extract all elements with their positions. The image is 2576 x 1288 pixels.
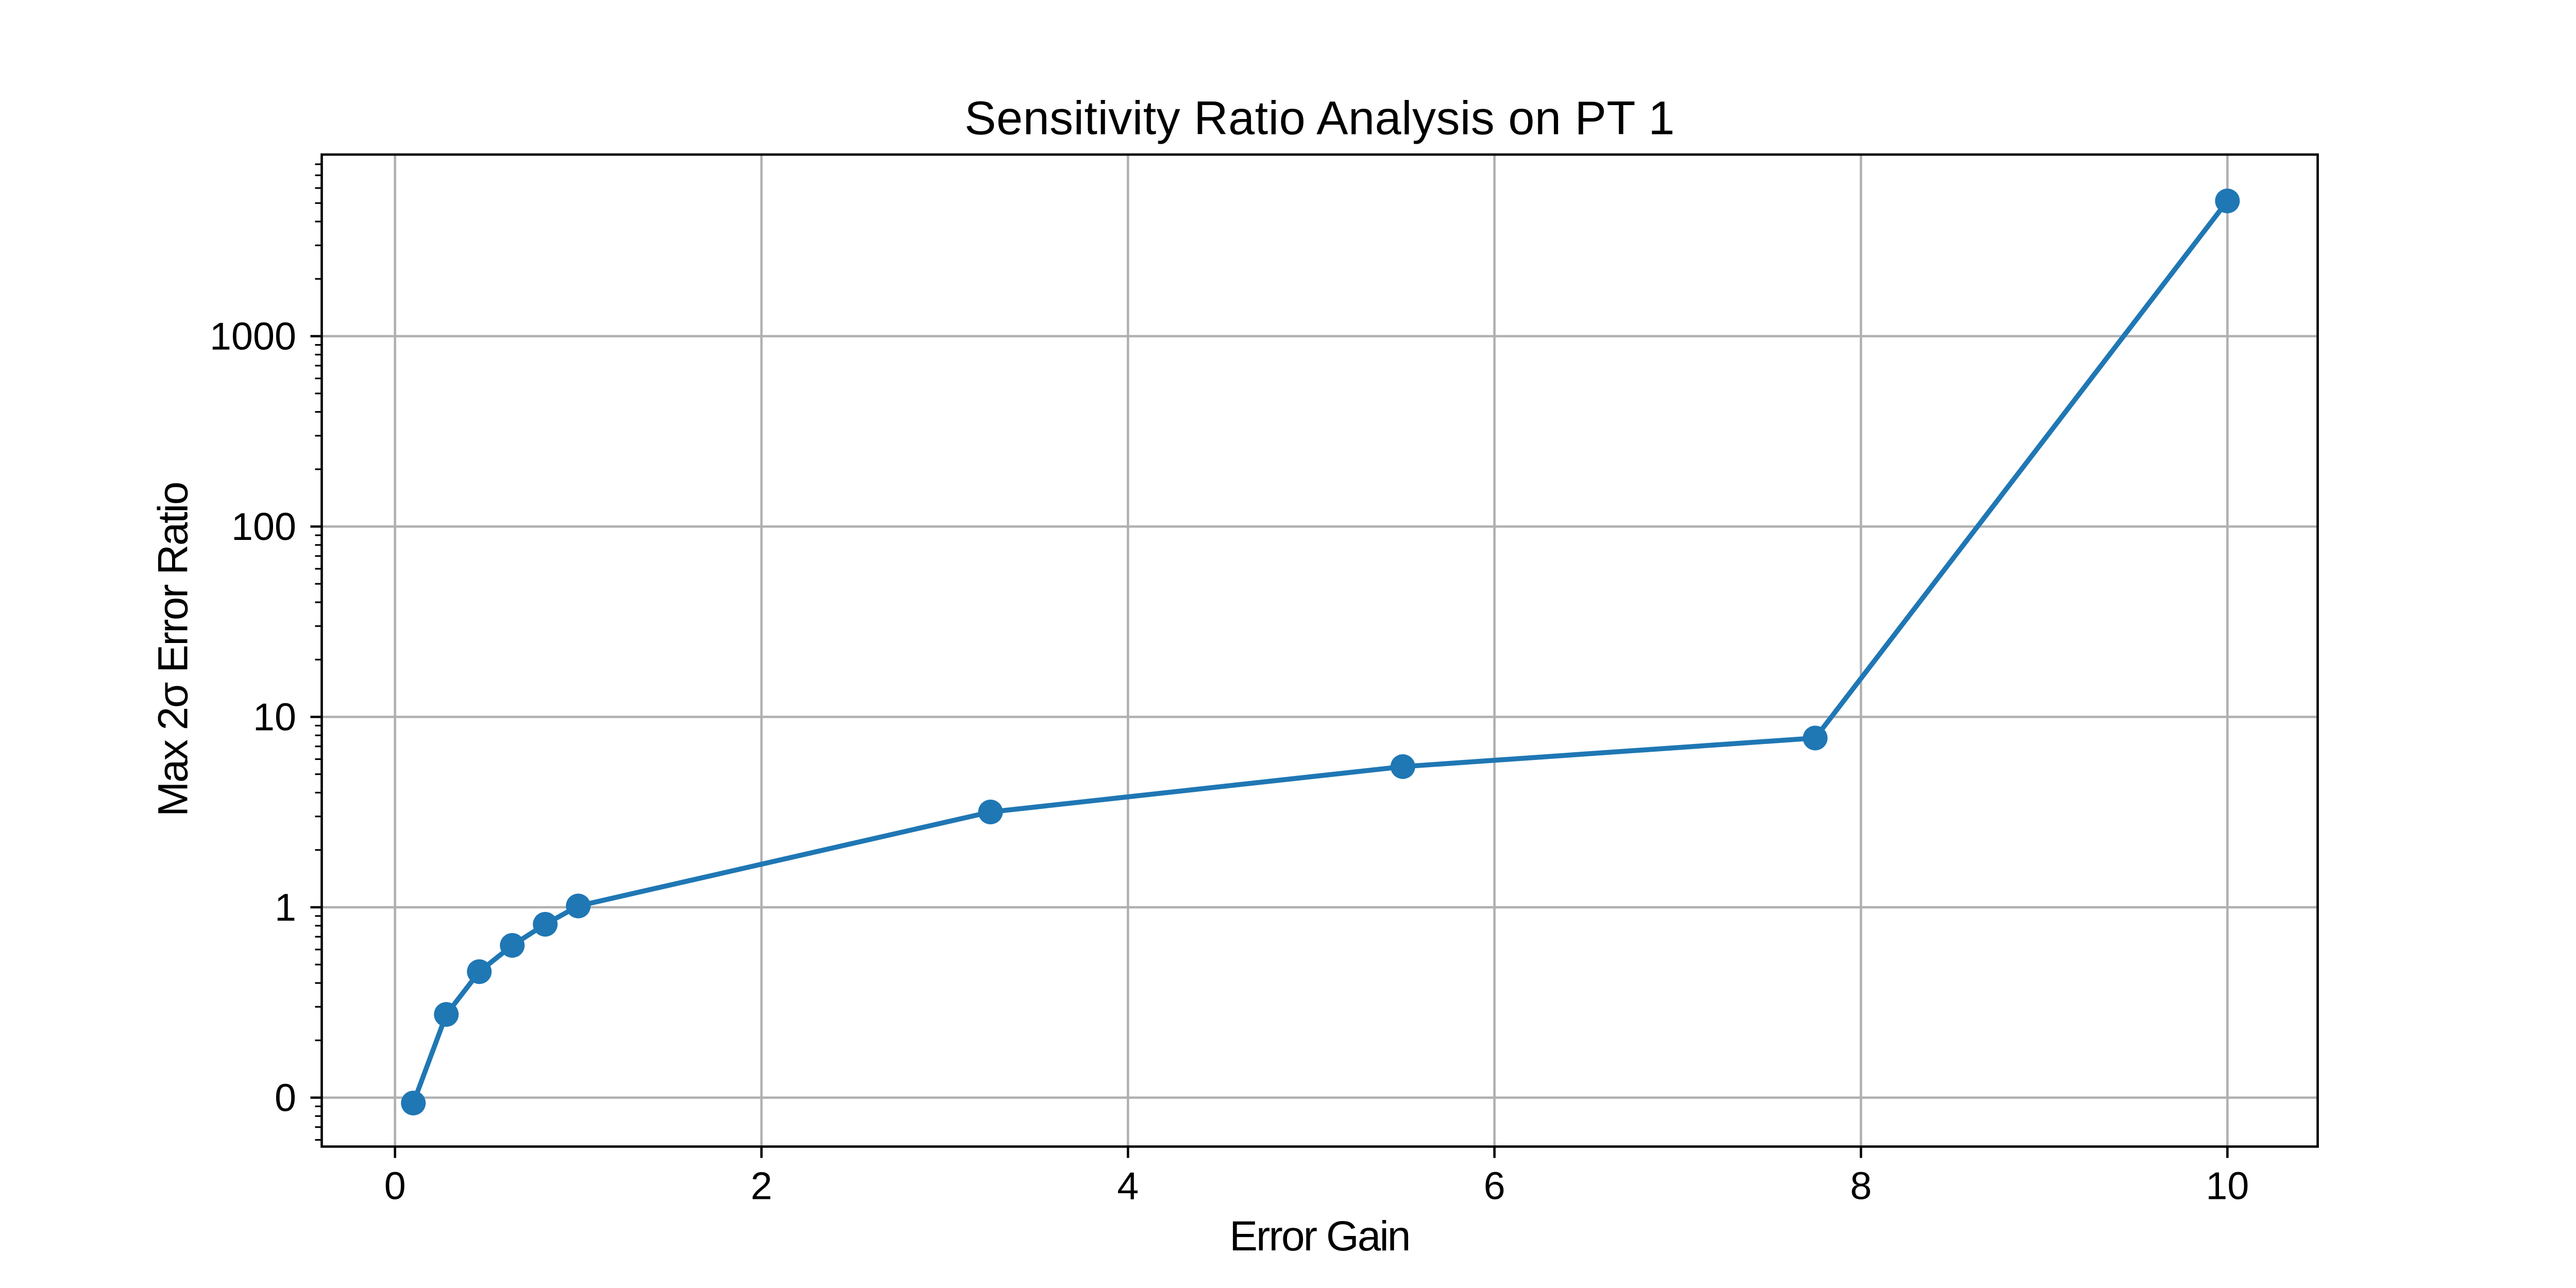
- svg-text:10: 10: [253, 696, 296, 739]
- svg-text:6: 6: [1484, 1164, 1505, 1208]
- svg-text:Error Gain: Error Gain: [1229, 1213, 1409, 1260]
- svg-text:Sensitivity Ratio Analysis on: Sensitivity Ratio Analysis on PT 1: [964, 92, 1675, 145]
- svg-text:0: 0: [384, 1164, 406, 1208]
- svg-text:4: 4: [1117, 1164, 1139, 1208]
- svg-text:100: 100: [231, 505, 296, 548]
- svg-text:10: 10: [2206, 1164, 2249, 1208]
- svg-text:8: 8: [1850, 1164, 1872, 1208]
- svg-text:1: 1: [275, 886, 296, 929]
- svg-text:0: 0: [275, 1076, 296, 1120]
- svg-text:1000: 1000: [210, 315, 296, 358]
- svg-text:2: 2: [751, 1164, 772, 1208]
- svg-text:Max 2σ Error Ratio: Max 2σ Error Ratio: [150, 483, 197, 817]
